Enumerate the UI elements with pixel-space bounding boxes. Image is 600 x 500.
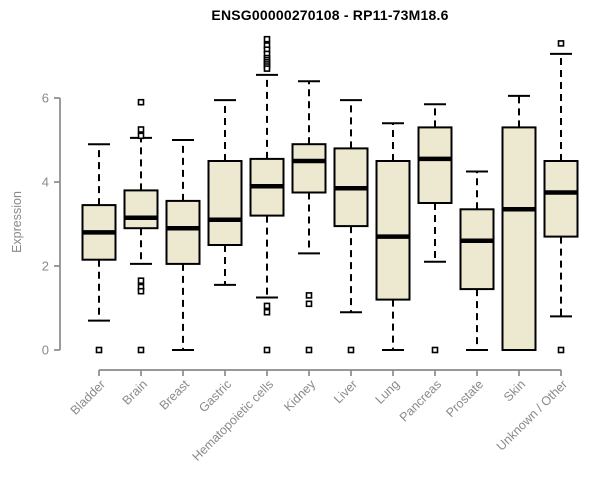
x-tick-label-gastric: Gastric bbox=[196, 377, 234, 415]
outlier-point bbox=[137, 287, 145, 295]
outlier-point bbox=[137, 98, 145, 106]
outlier-point bbox=[137, 346, 145, 354]
x-tick-label-prostate: Prostate bbox=[443, 377, 486, 420]
boxplot-breast bbox=[165, 139, 201, 351]
iqr-box bbox=[123, 189, 159, 230]
boxplot-lung bbox=[375, 122, 411, 351]
y-tick-label: 4 bbox=[42, 175, 49, 190]
x-tick-label-pancreas: Pancreas bbox=[397, 377, 444, 424]
outlier-point bbox=[137, 132, 145, 140]
outlier-point bbox=[305, 292, 313, 299]
y-tick-label: 0 bbox=[42, 343, 49, 358]
boxplot-brain bbox=[123, 98, 159, 354]
boxplot-unknown-other bbox=[543, 40, 579, 354]
boxplot-hematopoietic-cells bbox=[249, 35, 285, 354]
boxplot-prostate bbox=[459, 170, 495, 351]
boxplot-pancreas bbox=[417, 103, 453, 354]
boxplot-skin bbox=[501, 94, 537, 352]
outlier-point bbox=[347, 346, 355, 354]
x-tick-label-bladder: Bladder bbox=[68, 377, 108, 417]
x-tick-label-breast: Breast bbox=[157, 377, 193, 413]
x-tick-label-kidney: Kidney bbox=[281, 377, 318, 414]
y-axis: 0 2 4 6 bbox=[42, 91, 61, 358]
outlier-point bbox=[263, 35, 271, 43]
outlier-point bbox=[137, 277, 145, 285]
iqr-box bbox=[543, 160, 579, 238]
y-tick-label: 2 bbox=[42, 259, 49, 274]
boxplot-kidney bbox=[291, 80, 327, 354]
outlier-point bbox=[557, 346, 565, 354]
outlier-point bbox=[95, 346, 103, 354]
boxplot-bladder bbox=[81, 143, 117, 354]
y-tick-label: 6 bbox=[42, 91, 49, 106]
iqr-box bbox=[501, 126, 537, 352]
boxplot-gastric bbox=[207, 99, 243, 286]
x-tick-label-hematopoietic-cells: Hematopoietic cells bbox=[190, 377, 277, 464]
boxplot-liver bbox=[333, 99, 369, 354]
outlier-point bbox=[305, 346, 313, 354]
chart-title: ENSG00000270108 - RP11-73M18.6 bbox=[211, 7, 449, 23]
x-tick-label-lung: Lung bbox=[373, 377, 403, 407]
outlier-point bbox=[263, 308, 271, 316]
outlier-point bbox=[305, 300, 313, 308]
outlier-point bbox=[263, 65, 271, 72]
outlier-point bbox=[431, 346, 439, 354]
outlier-point bbox=[137, 126, 145, 133]
outlier-point bbox=[263, 346, 271, 354]
iqr-box bbox=[291, 143, 327, 194]
iqr-box bbox=[417, 126, 453, 204]
outlier-point bbox=[557, 40, 565, 47]
x-tick-label-liver: Liver bbox=[331, 377, 360, 406]
iqr-box bbox=[165, 199, 201, 265]
iqr-box bbox=[375, 160, 411, 301]
x-tick-label-unknown-other: Unknown / Other bbox=[494, 377, 570, 453]
iqr-box bbox=[207, 160, 243, 246]
iqr-box bbox=[459, 208, 495, 291]
x-tick-label-brain: Brain bbox=[120, 377, 151, 408]
outlier-point bbox=[263, 302, 271, 310]
x-tick-label-skin: Skin bbox=[501, 377, 528, 404]
